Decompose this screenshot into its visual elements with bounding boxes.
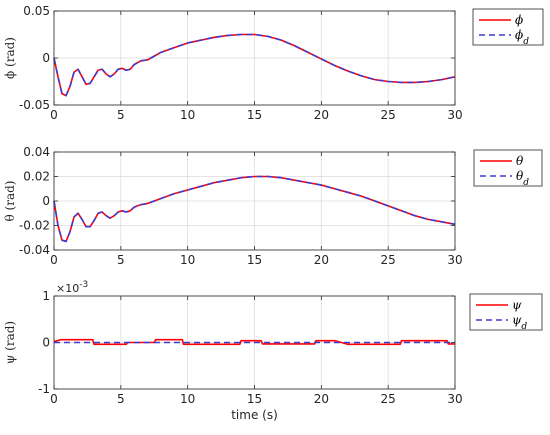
x-tick-label: 15 [247, 392, 262, 406]
x-tick-label: 15 [247, 108, 262, 122]
legend: ψψd [469, 293, 543, 332]
y-tick-label: 0.04 [23, 145, 50, 159]
y-axis-label: θ (rad) [3, 181, 17, 222]
x-tick-label: 10 [180, 253, 195, 267]
legend-entry: ϕd [515, 28, 529, 47]
x-tick-label: 25 [381, 253, 396, 267]
axes-box [53, 151, 456, 251]
series-line-1 [53, 338, 455, 346]
legend: θθd [473, 149, 543, 188]
x-tick-label: 30 [447, 108, 462, 122]
x-tick-label: 10 [180, 392, 195, 406]
x-tick-label: 25 [381, 392, 396, 406]
y-tick-label: 0 [42, 51, 50, 65]
subplot-3: 0 5 10 15 20 25 30-101×10-3ψ (rad)time (s)ψψd [3, 280, 543, 422]
y-tick-label: -1 [38, 382, 50, 396]
y-axis-label: ψ (rad) [3, 321, 17, 364]
x-tick-label: 20 [314, 253, 329, 267]
axes-box [53, 10, 456, 106]
x-tick-label: 20 [314, 392, 329, 406]
legend-entry: θ [516, 154, 524, 168]
x-tick-label: 0 [50, 253, 58, 267]
x-axis-label: time (s) [231, 408, 278, 422]
x-tick-label: 5 [117, 392, 125, 406]
x-tick-label: 30 [447, 392, 462, 406]
y-tick-label: 0.02 [23, 170, 50, 184]
y-tick-label: 0 [42, 194, 50, 208]
x-tick-label: 15 [247, 253, 262, 267]
series-line-2 [53, 33, 456, 97]
axes-box [53, 295, 456, 390]
y-tick-label: 0 [42, 336, 50, 350]
y-tick-label: 1 [42, 289, 50, 303]
y-axis-label: ϕ (rad) [3, 37, 17, 79]
x-tick-label: 25 [381, 108, 396, 122]
legend-box [473, 149, 543, 187]
legend-box [469, 293, 543, 331]
x-tick-label: 0 [50, 392, 58, 406]
y-tick-label: -0.04 [19, 243, 50, 257]
y-exponent-label: ×10-3 [56, 280, 88, 295]
y-tick-label: 0.05 [23, 4, 50, 18]
x-tick-label: 30 [447, 253, 462, 267]
series-line-2 [53, 175, 456, 243]
x-tick-label: 5 [117, 253, 125, 267]
legend-entry: ψd [512, 313, 527, 332]
y-tick-label: -0.02 [19, 219, 50, 233]
x-tick-label: 5 [117, 108, 125, 122]
legend: ϕϕd [472, 8, 544, 47]
legend-entry: θd [516, 169, 529, 188]
legend-entry: ϕ [515, 13, 523, 27]
x-tick-label: 20 [314, 108, 329, 122]
y-tick-label: -0.05 [19, 98, 50, 112]
x-tick-label: 10 [180, 108, 195, 122]
x-tick-label: 0 [50, 108, 58, 122]
legend-entry: ψ [512, 298, 522, 312]
legend-box [472, 8, 544, 46]
subplot-2: 0 5 10 15 20 25 30 -0.04 -0.02 0 0.02 0.04 θ (rad) θθ… [3, 145, 543, 267]
